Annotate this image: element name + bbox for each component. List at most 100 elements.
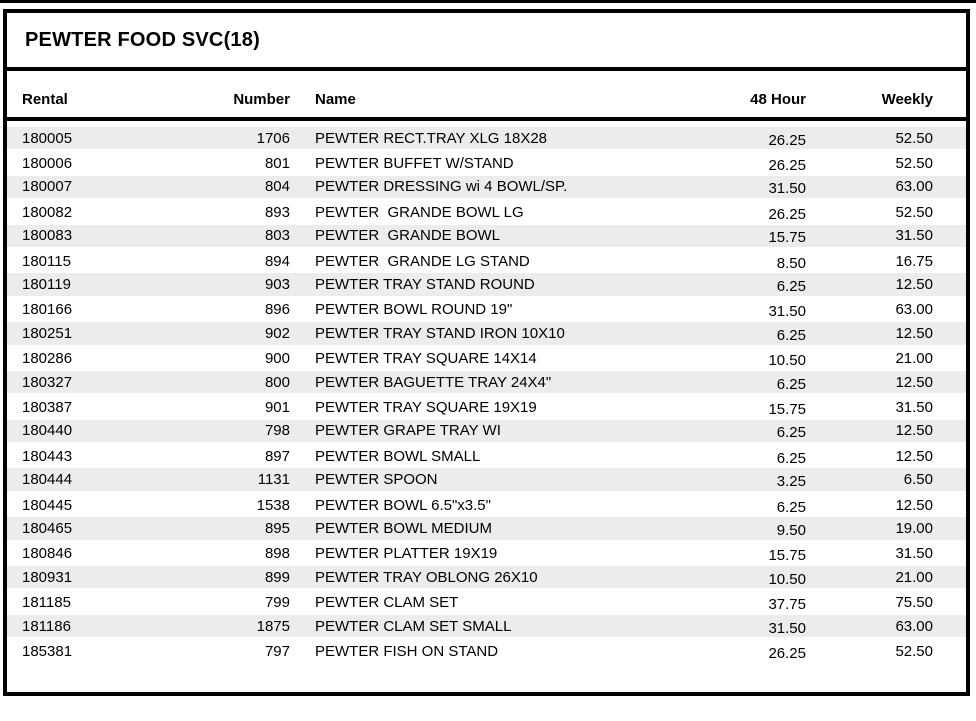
cell-rental-number: 180005 bbox=[22, 129, 73, 147]
cell-item-name: PEWTER PLATTER 19X19 bbox=[315, 545, 498, 563]
cell-48hour-rate: 26.25 bbox=[768, 157, 806, 175]
cell-rental-number: 181186 bbox=[22, 617, 71, 635]
cell-rental-number: 180387 bbox=[22, 398, 73, 416]
cell-48hour-rate: 6.25 bbox=[776, 424, 806, 442]
cell-48hour-rate: 6.25 bbox=[776, 449, 806, 467]
cell-item-name: PEWTER FISH ON STAND bbox=[315, 642, 499, 660]
cell-48hour-rate: 8.50 bbox=[776, 254, 806, 272]
column-header-number: Number bbox=[233, 90, 290, 108]
table-body: 180005 1706 PEWTER RECT.TRAY XLG 18X28 2… bbox=[7, 121, 966, 664]
cell-48hour-rate: 6.25 bbox=[776, 326, 806, 344]
table-row: 180119 903 PEWTER TRAY STAND ROUND 6.25 … bbox=[7, 273, 966, 298]
cell-item-name: PEWTER BAGUETTE TRAY 24X4" bbox=[315, 373, 552, 391]
table-row: 180006 801 PEWTER BUFFET W/STAND 26.25 5… bbox=[7, 151, 966, 175]
column-header-48hour: 48 Hour bbox=[750, 90, 806, 108]
cell-rental-number: 180119 bbox=[22, 276, 71, 294]
cell-rental-number: 180445 bbox=[22, 496, 73, 514]
cell-rental-number: 180465 bbox=[22, 519, 73, 537]
cell-weekly-rate: 6.50 bbox=[903, 471, 933, 489]
cell-item-name: PEWTER RECT.TRAY XLG 18X28 bbox=[315, 129, 548, 147]
cell-48hour-rate: 31.50 bbox=[768, 180, 806, 198]
cell-item-name: PEWTER BOWL 6.5"x3.5" bbox=[315, 496, 491, 514]
table-row: 180286 900 PEWTER TRAY SQUARE 14X14 10.5… bbox=[7, 347, 966, 371]
cell-rental-number: 180082 bbox=[22, 203, 73, 221]
cell-item-name: PEWTER TRAY SQUARE 19X19 bbox=[315, 398, 537, 416]
cell-item-name: PEWTER GRANDE BOWL LG bbox=[315, 203, 524, 221]
cell-item-number: 899 bbox=[264, 568, 290, 586]
cell-item-name: PEWTER GRANDE LG STAND bbox=[315, 252, 530, 270]
cell-rental-number: 180444 bbox=[22, 471, 73, 489]
cell-weekly-rate: 16.75 bbox=[895, 252, 933, 270]
table-row: 180465 895 PEWTER BOWL MEDIUM 9.50 19.00 bbox=[7, 517, 966, 542]
cell-item-name: PEWTER CLAM SET SMALL bbox=[315, 617, 512, 635]
report-frame: PEWTER FOOD SVC(18) Rental Number Name 4… bbox=[3, 9, 970, 696]
cell-item-number: 1875 bbox=[256, 617, 290, 635]
cell-item-number: 896 bbox=[264, 301, 290, 319]
cell-rental-number: 180443 bbox=[22, 447, 73, 465]
cell-48hour-rate: 10.50 bbox=[768, 352, 806, 370]
cell-48hour-rate: 31.50 bbox=[768, 303, 806, 321]
cell-item-number: 897 bbox=[264, 447, 290, 465]
cell-item-number: 898 bbox=[264, 545, 290, 563]
table-row: 180007 804 PEWTER DRESSING wi 4 BOWL/SP.… bbox=[7, 175, 966, 201]
cell-48hour-rate: 26.25 bbox=[768, 644, 806, 662]
cell-rental-number: 180286 bbox=[22, 350, 73, 368]
cell-item-name: PEWTER TRAY OBLONG 26X10 bbox=[315, 568, 538, 586]
cell-48hour-rate: 15.75 bbox=[768, 229, 806, 247]
cell-item-number: 902 bbox=[264, 324, 290, 342]
table-row: 180166 896 PEWTER BOWL ROUND 19" 31.50 6… bbox=[7, 298, 966, 322]
cell-rental-number: 180931 bbox=[22, 568, 73, 586]
cell-item-name: PEWTER SPOON bbox=[315, 471, 438, 489]
table-header-row: Rental Number Name 48 Hour Weekly bbox=[7, 71, 966, 121]
table-row: 181185 799 PEWTER CLAM SET 37.75 75.50 bbox=[7, 590, 966, 614]
cell-weekly-rate: 63.00 bbox=[895, 617, 933, 635]
cell-48hour-rate: 26.25 bbox=[768, 205, 806, 223]
cell-rental-number: 180251 bbox=[22, 324, 73, 342]
cell-item-name: PEWTER BOWL MEDIUM bbox=[315, 519, 492, 537]
cell-48hour-rate: 26.25 bbox=[768, 131, 806, 149]
cell-48hour-rate: 15.75 bbox=[768, 400, 806, 418]
cell-item-number: 1131 bbox=[257, 471, 290, 489]
cell-weekly-rate: 63.00 bbox=[895, 301, 933, 319]
table-row: 180327 800 PEWTER BAGUETTE TRAY 24X4" 6.… bbox=[7, 370, 966, 396]
cell-item-name: PEWTER GRAPE TRAY WI bbox=[315, 422, 501, 440]
cell-48hour-rate: 15.75 bbox=[768, 547, 806, 565]
table-row: 180082 893 PEWTER GRANDE BOWL LG 26.25 5… bbox=[7, 200, 966, 224]
cell-weekly-rate: 52.50 bbox=[895, 642, 933, 660]
table-row: 180444 1131 PEWTER SPOON 3.25 6.50 bbox=[7, 468, 966, 493]
cell-weekly-rate: 52.50 bbox=[895, 155, 933, 173]
cell-weekly-rate: 75.50 bbox=[895, 594, 933, 612]
cell-weekly-rate: 19.00 bbox=[895, 519, 933, 537]
cell-item-number: 901 bbox=[264, 398, 290, 416]
cell-item-name: PEWTER TRAY STAND IRON 10X10 bbox=[315, 324, 565, 342]
cell-rental-number: 180166 bbox=[22, 301, 73, 319]
table-row: 180846 898 PEWTER PLATTER 19X19 15.75 31… bbox=[7, 542, 966, 566]
column-header-weekly: Weekly bbox=[881, 90, 933, 108]
cell-48hour-rate: 31.50 bbox=[768, 619, 806, 637]
cell-rental-number: 180327 bbox=[22, 373, 73, 391]
report-title-band: PEWTER FOOD SVC(18) bbox=[7, 13, 966, 71]
cell-48hour-rate: 9.50 bbox=[776, 521, 806, 539]
cell-item-number: 799 bbox=[264, 594, 290, 612]
cell-item-name: PEWTER TRAY STAND ROUND bbox=[315, 276, 535, 294]
cell-item-name: PEWTER DRESSING wi 4 BOWL/SP. bbox=[315, 178, 568, 196]
cell-weekly-rate: 31.50 bbox=[895, 227, 933, 245]
cell-item-number: 798 bbox=[264, 422, 290, 440]
cell-item-name: PEWTER BUFFET W/STAND bbox=[315, 155, 514, 173]
cell-48hour-rate: 6.25 bbox=[776, 498, 806, 516]
table-row: 180005 1706 PEWTER RECT.TRAY XLG 18X28 2… bbox=[7, 127, 966, 152]
cell-rental-number: 185381 bbox=[22, 642, 73, 660]
table-row: 180440 798 PEWTER GRAPE TRAY WI 6.25 12.… bbox=[7, 419, 966, 445]
cell-weekly-rate: 31.50 bbox=[895, 398, 933, 416]
column-header-name: Name bbox=[315, 90, 356, 108]
table-row: 180443 897 PEWTER BOWL SMALL 6.25 12.50 bbox=[7, 444, 966, 468]
cell-item-name: PEWTER BOWL SMALL bbox=[315, 447, 481, 465]
cell-rental-number: 180083 bbox=[22, 227, 73, 245]
table-row: 181186 1875 PEWTER CLAM SET SMALL 31.50 … bbox=[7, 614, 966, 640]
cell-rental-number: 180440 bbox=[22, 422, 73, 440]
table-row: 180445 1538 PEWTER BOWL 6.5"x3.5" 6.25 1… bbox=[7, 493, 966, 517]
table-row: 180083 803 PEWTER GRANDE BOWL 15.75 31.5… bbox=[7, 224, 966, 249]
cell-item-number: 1706 bbox=[256, 129, 290, 147]
cell-weekly-rate: 12.50 bbox=[895, 324, 933, 342]
